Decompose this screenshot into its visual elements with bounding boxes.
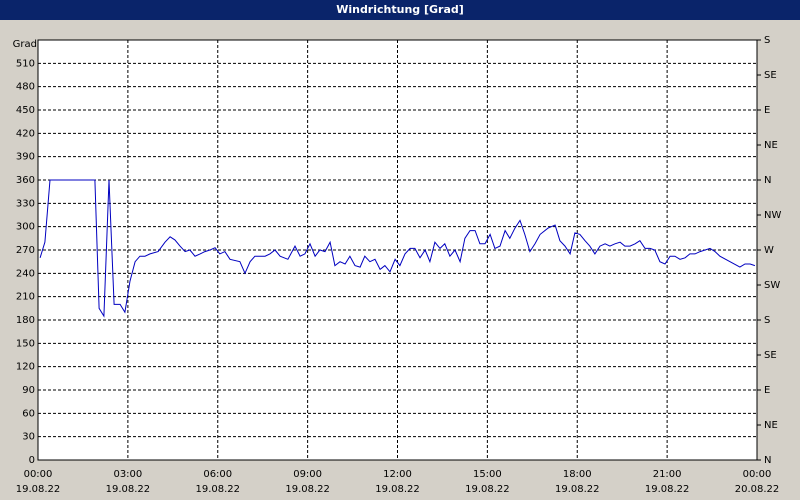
y-tick-label: 90 — [22, 385, 35, 396]
y2-tick-label: NW — [764, 210, 781, 221]
x-tick-label: 00:00 — [743, 469, 772, 480]
y-tick-label: 60 — [22, 408, 35, 419]
x-tick-date: 19.08.22 — [375, 484, 420, 495]
y-tick-label: 270 — [16, 245, 35, 256]
y2-tick-label: E — [764, 105, 770, 116]
y-tick-label: 510 — [16, 58, 35, 69]
x-tick-label: 15:00 — [473, 469, 502, 480]
x-tick-label: 21:00 — [653, 469, 682, 480]
y-tick-label: 300 — [16, 222, 35, 233]
y2-tick-label: N — [764, 175, 771, 186]
y-tick-label: 480 — [16, 82, 35, 93]
y2-tick-label: SW — [764, 280, 780, 291]
x-tick-label: 00:00 — [24, 469, 53, 480]
x-tick-date: 20.08.22 — [735, 484, 780, 495]
y-axis-label: Grad — [13, 39, 37, 50]
x-tick-label: 09:00 — [293, 469, 322, 480]
x-tick-label: 18:00 — [563, 469, 592, 480]
y2-tick-label: S — [764, 315, 770, 326]
y2-tick-label: N — [764, 455, 771, 466]
y2-tick-label: SE — [764, 70, 777, 81]
y2-tick-label: E — [764, 385, 770, 396]
y-tick-label: 180 — [16, 315, 35, 326]
y-tick-label: 420 — [16, 128, 35, 139]
window-title: Windrichtung [Grad] — [336, 3, 464, 16]
y2-tick-label: NE — [764, 420, 778, 431]
x-tick-date: 19.08.22 — [195, 484, 240, 495]
y2-tick-label: NE — [764, 140, 778, 151]
x-tick-date: 19.08.22 — [106, 484, 151, 495]
x-tick-date: 19.08.22 — [285, 484, 330, 495]
y-tick-label: 240 — [16, 268, 35, 279]
y-tick-label: 210 — [16, 292, 35, 303]
y-tick-label: 360 — [16, 175, 35, 186]
y2-tick-label: S — [764, 35, 770, 46]
x-tick-label: 06:00 — [203, 469, 232, 480]
data-line — [39, 179, 756, 318]
x-tick-date: 19.08.22 — [645, 484, 690, 495]
y2-tick-label: SE — [764, 350, 777, 361]
y-tick-label: 0 — [29, 455, 35, 466]
x-tick-label: 03:00 — [113, 469, 142, 480]
x-tick-date: 19.08.22 — [555, 484, 600, 495]
y2-tick-label: W — [764, 245, 774, 256]
y-tick-label: 450 — [16, 105, 35, 116]
y-tick-label: 120 — [16, 362, 35, 373]
y-tick-label: 150 — [16, 338, 35, 349]
x-tick-date: 19.08.22 — [16, 484, 61, 495]
title-bar — [0, 0, 800, 20]
y-tick-label: 330 — [16, 198, 35, 209]
x-tick-label: 12:00 — [383, 469, 412, 480]
y-tick-label: 30 — [22, 432, 35, 443]
x-tick-date: 19.08.22 — [465, 484, 510, 495]
y-tick-label: 390 — [16, 152, 35, 163]
